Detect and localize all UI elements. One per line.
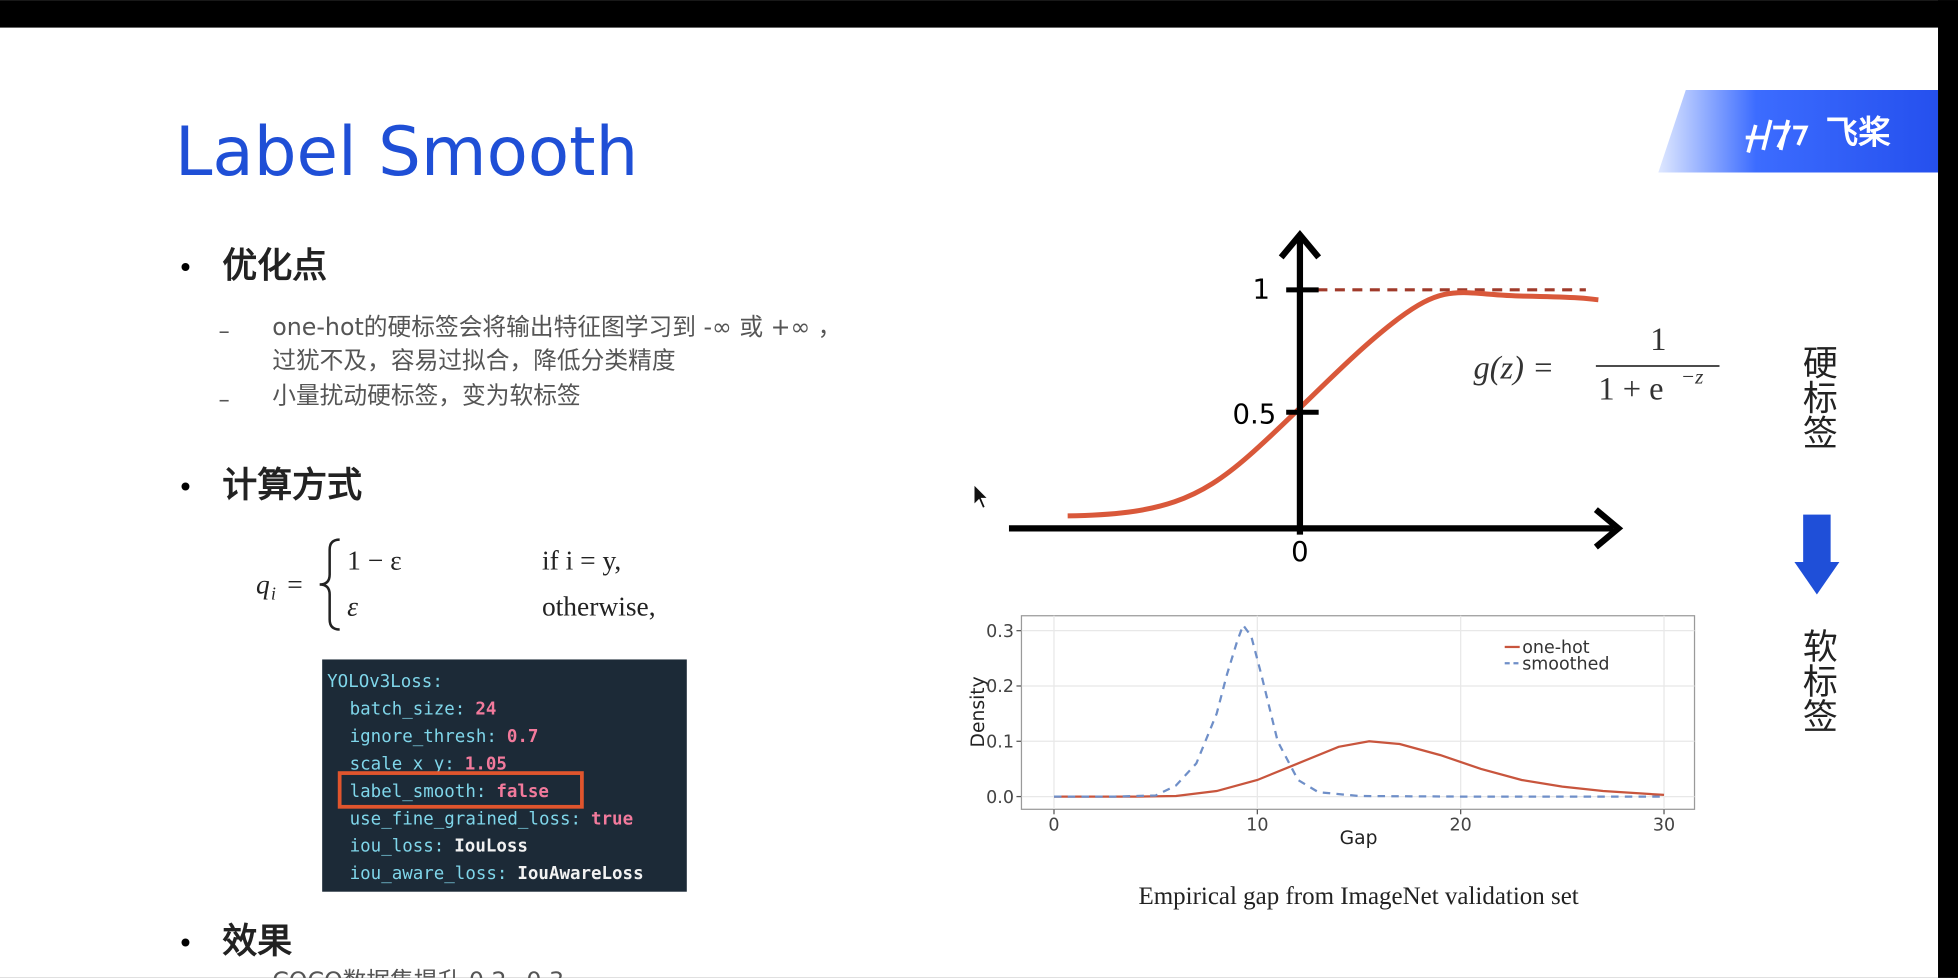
y-tick-label: 0.0 bbox=[986, 788, 1014, 808]
dash: – bbox=[219, 387, 230, 413]
code-value: false bbox=[496, 782, 549, 802]
x-tick-label: 20 bbox=[1450, 816, 1472, 836]
code-key: ignore_thresh: bbox=[350, 727, 497, 747]
sigmoid-curve bbox=[1067, 290, 1599, 519]
code-key: YOLOv3Loss: bbox=[327, 672, 443, 692]
down-arrow bbox=[1803, 514, 1831, 565]
heading: 计算方式 bbox=[222, 466, 362, 506]
dash: – bbox=[219, 319, 230, 345]
right-bar bbox=[1938, 0, 1958, 978]
density-chart: Gap Density Empirical gap from ImageNet … bbox=[968, 615, 1696, 910]
code-block bbox=[322, 659, 687, 892]
y-tick-label: 0.1 bbox=[986, 733, 1014, 753]
arrow-head bbox=[1278, 230, 1322, 260]
side-label: 软标签 bbox=[1797, 628, 1837, 733]
top-bar bbox=[0, 0, 1958, 28]
heading: 效果 bbox=[222, 922, 292, 962]
code-line: ignore_thresh: 0.7 bbox=[350, 727, 539, 747]
code-line: iou_loss: IouLoss bbox=[350, 837, 528, 857]
series-line bbox=[1053, 622, 1665, 798]
axis-label: 0.5 bbox=[1233, 399, 1277, 430]
side-label: 硬标签 bbox=[1797, 345, 1837, 450]
code-line: iou_aware_loss: IouAwareLoss bbox=[350, 864, 644, 884]
axis-label: 1 bbox=[1252, 275, 1269, 306]
code-value: 1.05 bbox=[465, 754, 507, 774]
code-line: scale_x_y: 1.05 bbox=[350, 754, 507, 774]
title: Label Smooth bbox=[175, 112, 638, 191]
code-key: scale_x_y: bbox=[350, 754, 455, 774]
item: one-hot的硬标签会将输出特征图学习到 -∞ 或 +∞ ，过犹不及，容易过拟… bbox=[272, 313, 842, 375]
logo-text: 飞桨 bbox=[1826, 114, 1891, 152]
code-line: label_smooth: false bbox=[350, 782, 549, 802]
code-key: label_smooth: bbox=[350, 782, 487, 802]
code-value: true bbox=[591, 809, 633, 829]
case-condition: if i = y, bbox=[542, 546, 621, 576]
code-line: YOLOv3Loss: bbox=[327, 672, 443, 692]
code-line: batch_size: 24 bbox=[350, 699, 497, 719]
legend-label: one-hot bbox=[1522, 638, 1590, 658]
cursor bbox=[973, 483, 989, 510]
exponent: −z bbox=[1681, 364, 1704, 388]
brace bbox=[319, 538, 340, 631]
item-text: COCO数据集提升 0.2~0.3 bbox=[272, 967, 564, 978]
formula-lhs: g(z) = bbox=[1473, 350, 1553, 386]
code-key: use_fine_grained_loss: bbox=[350, 809, 581, 829]
x-tick-label: 0 bbox=[1048, 816, 1059, 836]
formula-lhs: q bbox=[256, 569, 270, 599]
plot-frame bbox=[1020, 615, 1696, 810]
logo-mark bbox=[1745, 119, 1809, 153]
item-text: one-hot的硬标签会将输出特征图学习到 -∞ 或 +∞ ，过犹不及，容易过拟… bbox=[272, 313, 842, 375]
code-value: 24 bbox=[475, 699, 496, 719]
x-tick-label: 30 bbox=[1653, 816, 1675, 836]
caption: Empirical gap from ImageNet validation s… bbox=[1138, 883, 1578, 910]
arrow-head bbox=[1593, 507, 1624, 550]
y-tick-label: 0.2 bbox=[986, 677, 1014, 697]
y-axis-label: Density bbox=[968, 676, 989, 747]
code-value: IouAwareLoss bbox=[517, 864, 643, 884]
down-arrow-head bbox=[1794, 562, 1840, 595]
bullet: • bbox=[177, 929, 193, 960]
item: 小量扰动硬标签，变为软标签 bbox=[272, 382, 581, 410]
formula-equals: = bbox=[287, 569, 303, 599]
legend-label: smoothed bbox=[1522, 654, 1609, 674]
bullet: • bbox=[177, 473, 193, 504]
code-key: iou_aware_loss: bbox=[350, 864, 508, 884]
case-value: ε bbox=[347, 592, 358, 622]
sigmoid-diagram: 1 0.5 0 g(z) = 1 1 + e −z bbox=[1008, 230, 1720, 568]
heading: 优化点 bbox=[222, 246, 327, 286]
item-text: 小量扰动硬标签，变为软标签 bbox=[272, 382, 581, 410]
numerator: 1 bbox=[1650, 322, 1666, 358]
x-tick-label: 10 bbox=[1246, 816, 1268, 836]
bullet: • bbox=[177, 253, 193, 284]
code-key: batch_size: bbox=[350, 699, 466, 719]
code-value: IouLoss bbox=[454, 837, 528, 857]
denominator: 1 + e bbox=[1598, 372, 1663, 408]
x-axis-label: Gap bbox=[1340, 828, 1378, 849]
case-condition: otherwise, bbox=[542, 592, 656, 622]
code-key: iou_loss: bbox=[350, 837, 445, 857]
formula-index: i bbox=[271, 584, 276, 604]
logo-band bbox=[1658, 90, 1939, 173]
y-tick-label: 0.3 bbox=[986, 622, 1014, 642]
code-line: use_fine_grained_loss: true bbox=[350, 809, 633, 829]
highlight-box bbox=[337, 771, 584, 809]
case-value: 1 − ε bbox=[347, 546, 402, 576]
axis-label: 0 bbox=[1291, 537, 1308, 568]
code-value: 0.7 bbox=[507, 727, 539, 747]
